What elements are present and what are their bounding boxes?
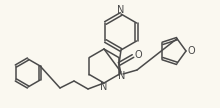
Text: N: N [118,71,126,81]
Text: N: N [117,5,125,15]
Text: O: O [187,46,195,56]
Text: O: O [134,50,142,60]
Text: N: N [100,82,108,92]
